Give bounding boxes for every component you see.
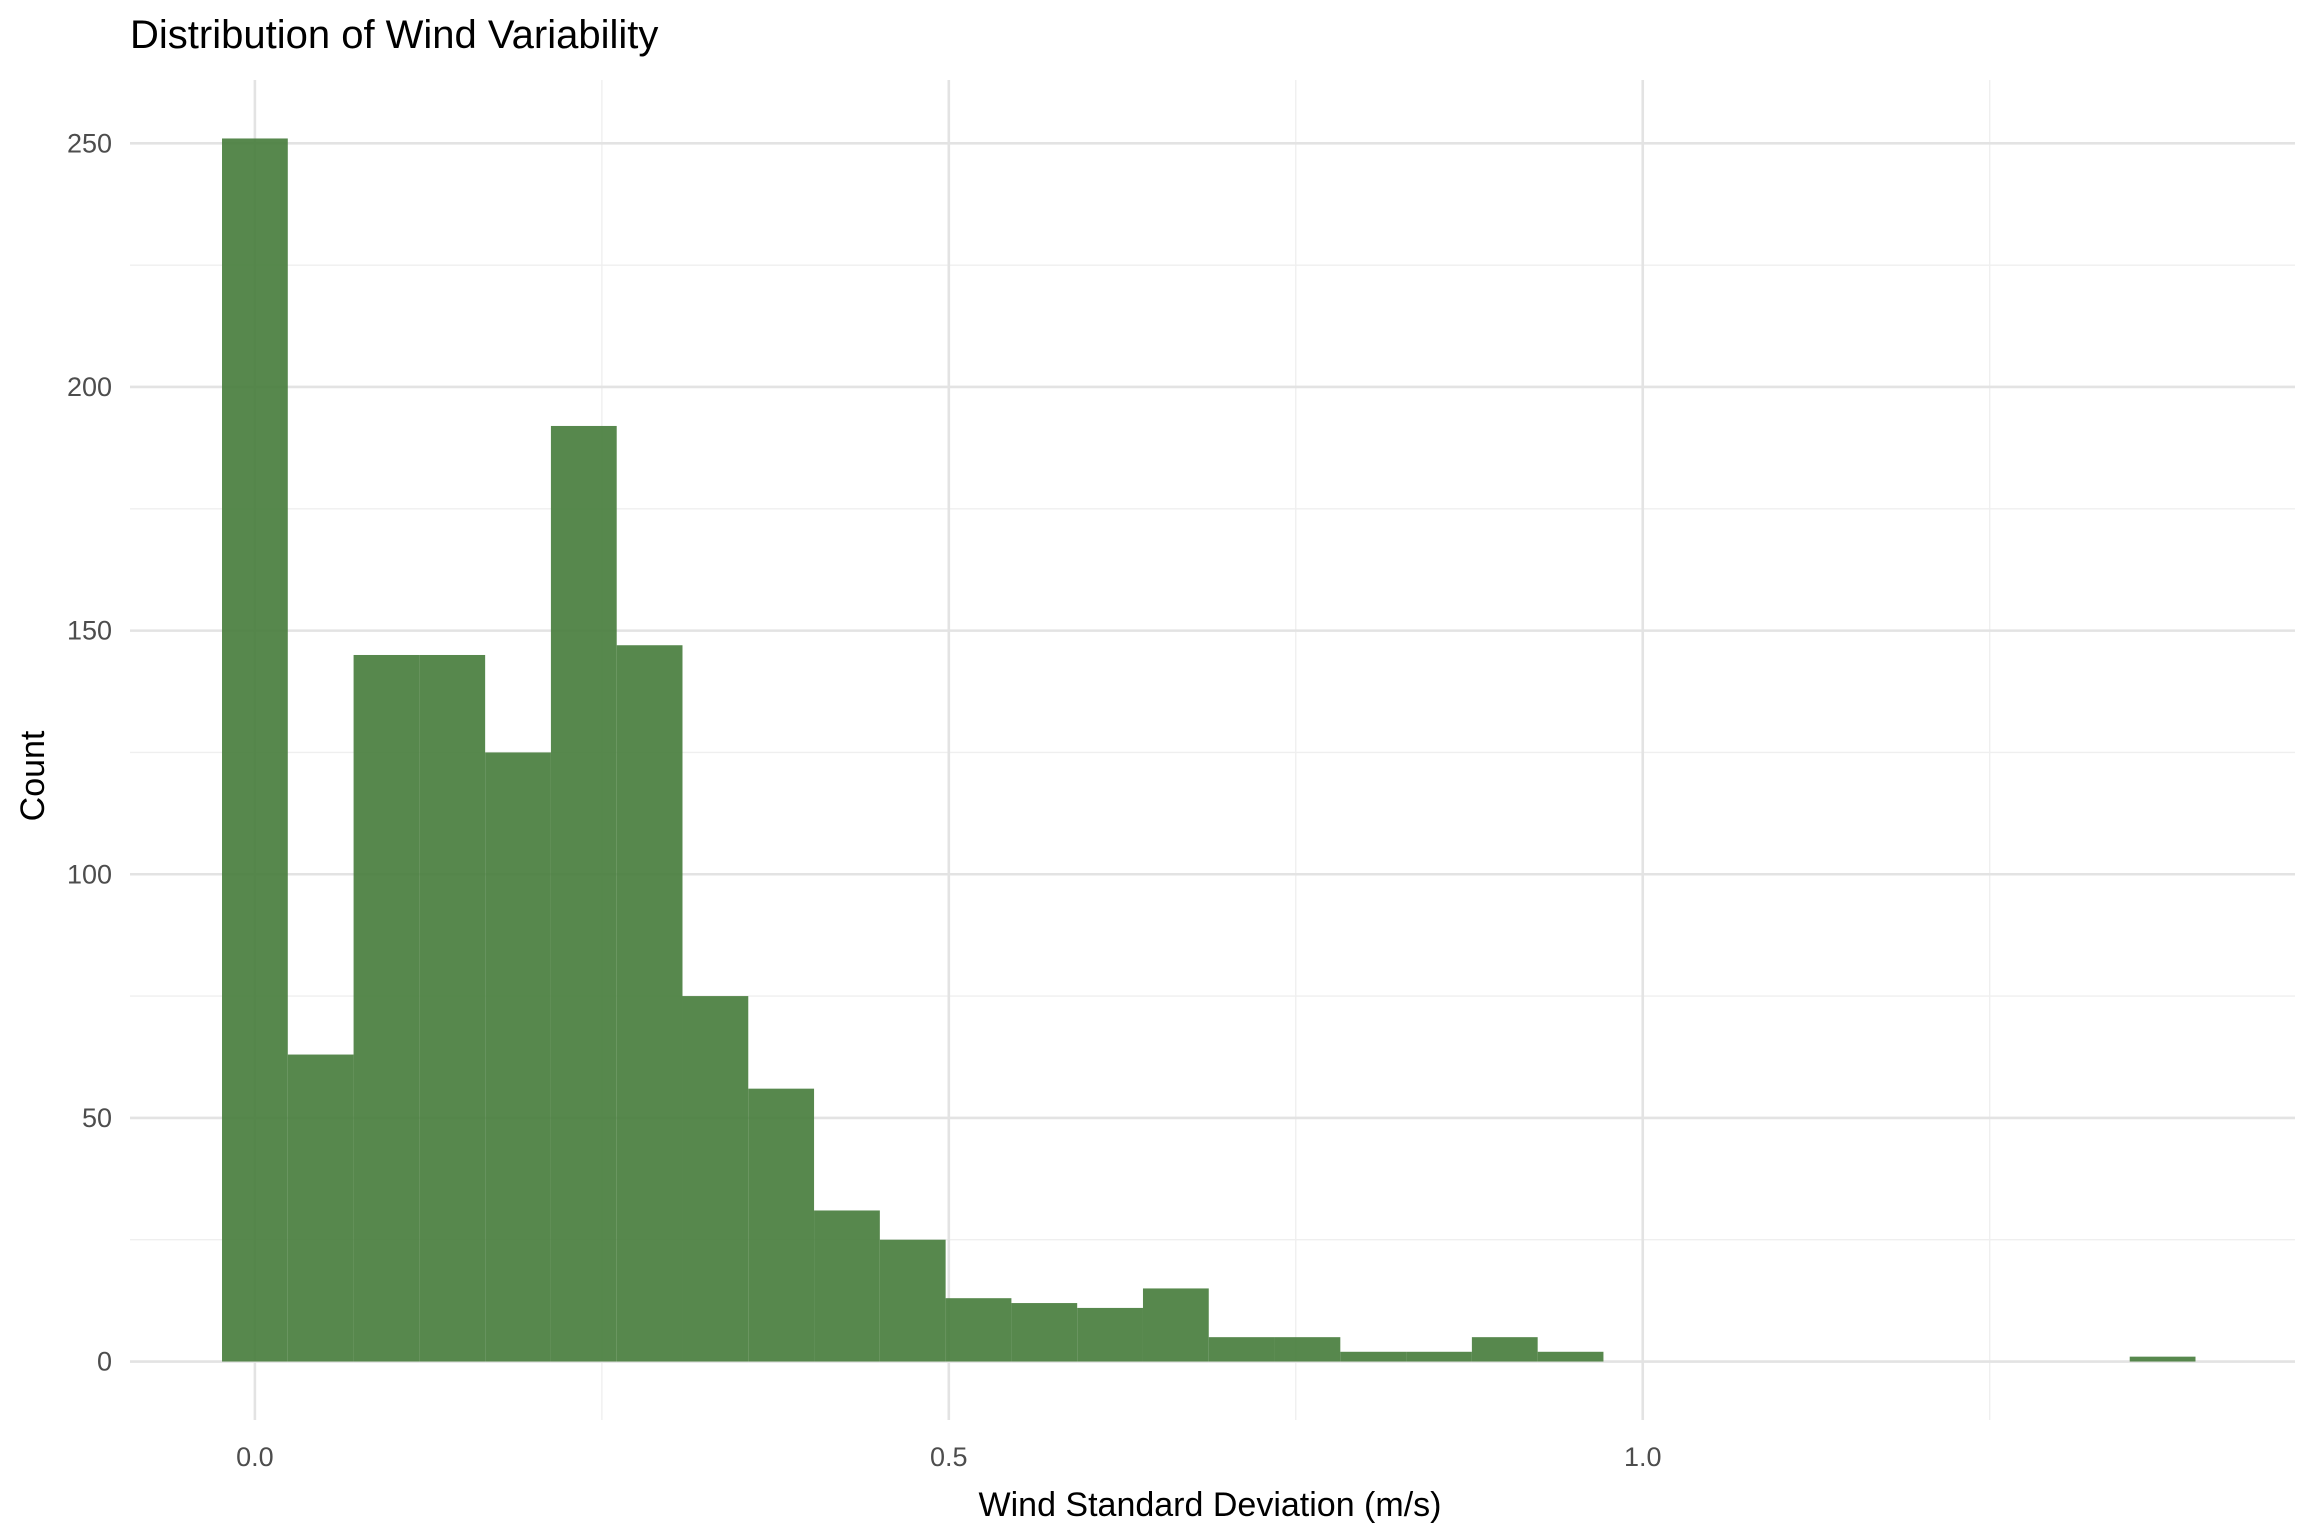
y-tick-label: 150: [67, 616, 112, 646]
histogram-bar: [879, 1239, 946, 1362]
y-tick-label: 200: [67, 372, 112, 402]
histogram-bar: [814, 1210, 880, 1362]
histogram-bar: [2129, 1356, 2196, 1362]
histogram-bar: [485, 752, 551, 1362]
y-tick-label: 100: [67, 859, 112, 889]
y-tick-label: 250: [67, 128, 112, 158]
histogram-bar: [1208, 1337, 1275, 1362]
x-axis-ticks: 0.0 0.5 1.0: [236, 1442, 1661, 1472]
x-tick-label: 1.0: [1624, 1442, 1662, 1472]
histogram-bar: [1537, 1351, 1604, 1362]
histogram-bar: [748, 1088, 815, 1362]
y-axis-ticks: 0 50 100 150 200 250: [67, 128, 112, 1376]
chart-title: Distribution of Wind Variability: [130, 13, 658, 57]
histogram-bar: [222, 138, 288, 1362]
histogram-bar: [616, 645, 683, 1362]
histogram-bar: [353, 654, 420, 1362]
x-tick-label: 0.5: [930, 1442, 968, 1472]
histogram-bar: [682, 996, 749, 1362]
histogram-bar: [1471, 1337, 1538, 1362]
histogram-bar: [945, 1298, 1012, 1362]
x-tick-label: 0.0: [236, 1442, 274, 1472]
x-axis-title: Wind Standard Deviation (m/s): [979, 1486, 1442, 1524]
histogram-bar: [419, 654, 486, 1362]
histogram-bar: [1142, 1288, 1209, 1362]
y-tick-label: 50: [82, 1103, 112, 1133]
histogram-bars: [222, 138, 2196, 1362]
histogram-bar: [1274, 1337, 1341, 1362]
histogram-bar: [1077, 1307, 1143, 1362]
histogram-bar: [550, 425, 617, 1362]
y-tick-label: 0: [97, 1347, 112, 1377]
histogram-bar: [1340, 1351, 1407, 1362]
y-axis-title: Count: [14, 730, 52, 821]
histogram-bar: [287, 1054, 354, 1362]
histogram-bar: [1011, 1303, 1078, 1362]
histogram-bar: [1406, 1351, 1472, 1362]
